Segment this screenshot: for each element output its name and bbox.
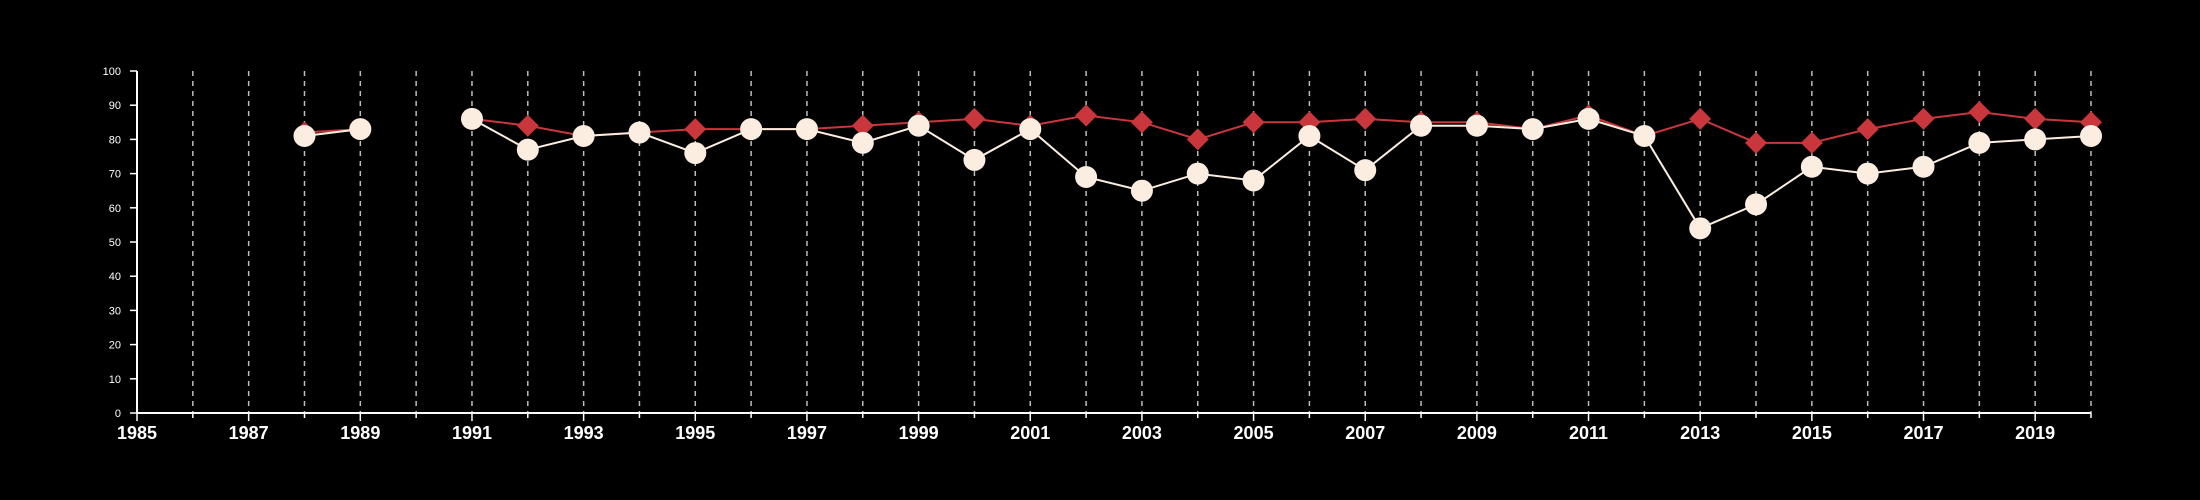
data-point-circle	[2024, 128, 2047, 151]
x-tick-label: 1999	[899, 423, 939, 443]
y-tick-label: 40	[109, 271, 121, 283]
data-point-circle	[1521, 118, 1544, 141]
x-tick-label: 1991	[452, 423, 492, 443]
data-point-circle	[1800, 155, 1823, 178]
data-point-diamond	[1800, 131, 1823, 154]
data-point-diamond	[1186, 128, 1209, 151]
data-point-circle	[1354, 159, 1377, 182]
data-point-circle	[293, 124, 316, 147]
data-point-circle	[628, 121, 651, 144]
data-point-diamond	[1745, 131, 1768, 154]
data-point-diamond	[684, 118, 707, 141]
data-point-circle	[1019, 118, 1042, 141]
x-tick-label: 2001	[1010, 423, 1050, 443]
data-point-circle	[1968, 131, 1991, 154]
y-tick-label: 60	[109, 203, 121, 215]
y-tick-label: 10	[109, 374, 121, 386]
data-point-circle	[1856, 162, 1879, 185]
data-point-circle	[460, 107, 483, 130]
data-point-circle	[851, 131, 874, 154]
tick-labels: 0 10 20 30 40 50 60 70 80 90 100 1985 1987 1989 1991 19…	[103, 66, 2056, 443]
data-point-diamond	[1968, 101, 1991, 124]
data-point-circle	[963, 148, 986, 171]
y-tick-label: 20	[109, 340, 121, 352]
data-point-circle	[684, 142, 707, 165]
data-point-circle	[1242, 169, 1265, 192]
y-tick-label: 30	[109, 305, 121, 317]
y-tick-label: 70	[109, 169, 121, 181]
data-point-circle	[2080, 124, 2102, 147]
x-tick-label: 2017	[1903, 423, 1943, 443]
data-point-circle	[1298, 124, 1321, 147]
data-point-circle	[1186, 162, 1209, 185]
data-point-circle	[1075, 166, 1098, 189]
x-tick-label: 2015	[1792, 423, 1832, 443]
y-tick-label: 100	[103, 66, 121, 78]
x-tick-label: 1987	[229, 423, 269, 443]
data-point-circle	[572, 124, 595, 147]
y-tick-label: 90	[109, 100, 121, 112]
data-point-circle	[1689, 217, 1712, 240]
axes	[130, 70, 2092, 421]
x-tick-label: 1993	[564, 423, 604, 443]
series-white-circle	[293, 107, 2102, 240]
data-point-circle	[907, 114, 930, 137]
series-line	[471, 111, 2092, 144]
data-point-diamond	[1912, 107, 1935, 130]
data-point-circle	[1465, 114, 1488, 137]
data-point-diamond	[1242, 111, 1265, 134]
y-tick-label: 50	[109, 237, 121, 249]
data-point-diamond	[963, 107, 986, 130]
x-tick-label: 1985	[117, 423, 157, 443]
data-point-diamond	[851, 114, 874, 137]
data-point-diamond	[1689, 107, 1712, 130]
data-point-circle	[349, 118, 372, 141]
x-tick-label: 1989	[340, 423, 380, 443]
series-line	[471, 117, 2092, 230]
x-tick-label: 1995	[675, 423, 715, 443]
x-tick-label: 2003	[1122, 423, 1162, 443]
data-point-circle	[1633, 124, 1656, 147]
x-tick-label: 1997	[787, 423, 827, 443]
series-red-diamond	[293, 101, 2102, 154]
data-point-circle	[1410, 114, 1433, 137]
data-point-circle	[1577, 107, 1600, 130]
data-point-circle	[1912, 155, 1935, 178]
data-point-circle	[1130, 179, 1153, 202]
data-point-diamond	[1075, 104, 1098, 127]
data-point-diamond	[1354, 107, 1377, 130]
data-point-circle	[516, 138, 539, 161]
data-point-circle	[795, 118, 818, 141]
data-point-circle	[1745, 193, 1768, 216]
y-tick-label: 0	[115, 408, 121, 420]
data-point-diamond	[2024, 107, 2047, 130]
y-tick-label: 80	[109, 134, 121, 146]
x-tick-label: 2007	[1345, 423, 1385, 443]
data-point-diamond	[1856, 118, 1879, 141]
x-tick-label: 2009	[1457, 423, 1497, 443]
data-point-diamond	[1130, 111, 1153, 134]
x-tick-label: 2019	[2015, 423, 2055, 443]
data-point-circle	[740, 118, 763, 141]
x-tick-label: 2013	[1680, 423, 1720, 443]
x-tick-label: 2005	[1234, 423, 1274, 443]
data-point-diamond	[516, 114, 539, 137]
series-layer	[293, 101, 2102, 240]
grid-lines	[192, 71, 2092, 413]
x-tick-label: 2011	[1569, 423, 1608, 443]
